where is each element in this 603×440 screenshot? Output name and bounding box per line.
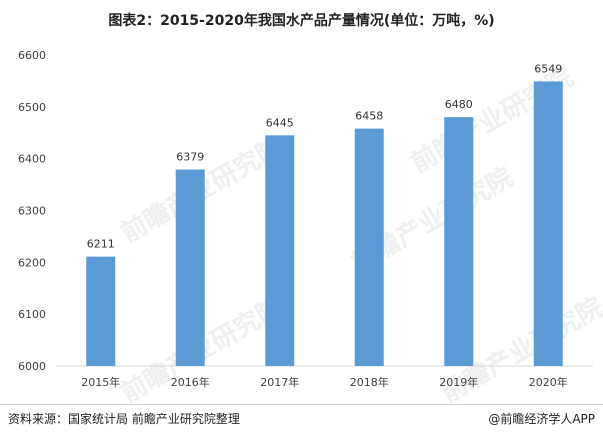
bar [444,117,474,366]
y-tick-label: 6000 [18,360,46,373]
bar [533,81,563,366]
brand-credit: @前瞻经济学人APP [488,412,595,426]
bar [265,135,295,366]
footer-divider [0,404,603,405]
x-tick-label: 2017年 [260,375,299,389]
x-tick-label: 2016年 [171,375,210,389]
data-label: 6211 [87,238,115,251]
data-label: 6480 [445,98,473,111]
y-tick-label: 6500 [18,101,46,114]
y-tick-label: 6100 [18,308,46,321]
x-tick-label: 2015年 [81,375,120,389]
x-tick-label: 2019年 [439,375,478,389]
y-tick-label: 6400 [18,153,46,166]
y-tick-label: 6200 [18,256,46,269]
chart-title: 图表2：2015-2020年我国水产品产量情况(单位：万吨，%) [108,13,495,29]
data-label: 6458 [355,110,383,123]
data-label: 6549 [534,62,562,75]
bar [175,169,205,366]
y-tick-label: 6600 [18,49,46,62]
bar [354,128,384,366]
x-tick-label: 2020年 [529,375,568,389]
x-tick-label: 2018年 [350,375,389,389]
y-tick-label: 6300 [18,205,46,218]
data-label: 6445 [266,116,294,129]
data-label: 6379 [176,151,204,164]
bar [86,256,116,366]
source-note: 资料来源：国家统计局 前瞻产业研究院整理 [8,412,240,426]
